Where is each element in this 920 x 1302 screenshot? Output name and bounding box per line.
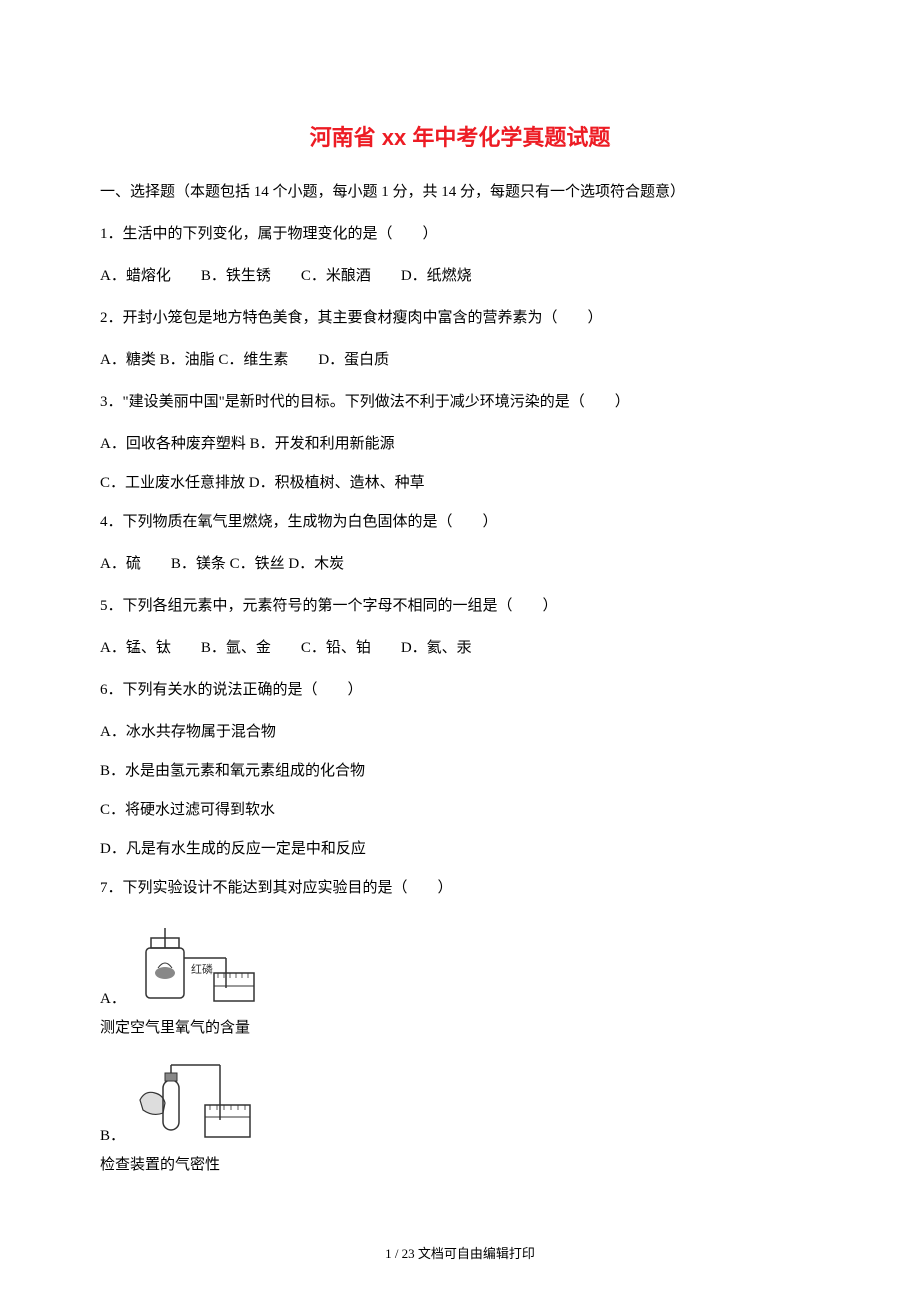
q5-stem: 5．下列各组元素中，元素符号的第一个字母不相同的一组是（ ） — [100, 594, 820, 618]
q7-label-a: A． — [100, 991, 126, 1007]
svg-text:红磷: 红磷 — [191, 963, 213, 976]
section-intro: 一、选择题（本题包括 14 个小题，每小题 1 分，共 14 分，每题只有一个选… — [100, 180, 820, 204]
document-title: 河南省 xx 年中考化学真题试题 — [100, 120, 820, 152]
apparatus-a-icon: 红磷 — [136, 918, 266, 1008]
q4-stem: 4．下列物质在氧气里燃烧，生成物为白色固体的是（ ） — [100, 510, 820, 534]
q6-stem: 6．下列有关水的说法正确的是（ ） — [100, 678, 820, 702]
q3-opts-cd: C．工业废水任意排放 D．积极植树、造林、种草 — [100, 471, 820, 492]
q6-opt-b: B．水是由氢元素和氧元素组成的化合物 — [100, 759, 820, 780]
q1-stem: 1．生活中的下列变化，属于物理变化的是（ ） — [100, 222, 820, 246]
q1-options: A．蜡熔化 B．铁生锈 C．米酿酒 D．纸燃烧 — [100, 264, 820, 288]
q6-opt-d: D．凡是有水生成的反应一定是中和反应 — [100, 837, 820, 858]
q7-caption-a: 测定空气里氧气的含量 — [100, 1016, 820, 1037]
q3-opts-ab: A．回收各种废弃塑料 B．开发和利用新能源 — [100, 432, 820, 453]
q4-options: A．硫 B．镁条 C．铁丝 D．木炭 — [100, 552, 820, 576]
q7-label-b: B． — [100, 1128, 125, 1144]
q5-options: A．锰、钛 B．氩、金 C．铅、铂 D．氦、汞 — [100, 636, 820, 660]
q2-options: A．糖类 B．油脂 C．维生素 D．蛋白质 — [100, 348, 820, 372]
q6-opt-c: C．将硬水过滤可得到软水 — [100, 798, 820, 819]
q7-figure-a: A． 红磷 — [100, 918, 820, 1008]
q2-stem: 2．开封小笼包是地方特色美食，其主要食材瘦肉中富含的营养素为（ ） — [100, 306, 820, 330]
apparatus-b-icon — [135, 1055, 265, 1145]
q7-caption-b: 检查装置的气密性 — [100, 1153, 820, 1174]
page-footer: 1 / 23 文档可自由编辑打印 — [100, 1243, 820, 1262]
q3-stem: 3．"建设美丽中国"是新时代的目标。下列做法不利于减少环境污染的是（ ） — [100, 390, 820, 414]
q7-stem: 7．下列实验设计不能达到其对应实验目的是（ ） — [100, 876, 820, 900]
q6-opt-a: A．冰水共存物属于混合物 — [100, 720, 820, 741]
q7-figure-b: B． — [100, 1055, 820, 1145]
